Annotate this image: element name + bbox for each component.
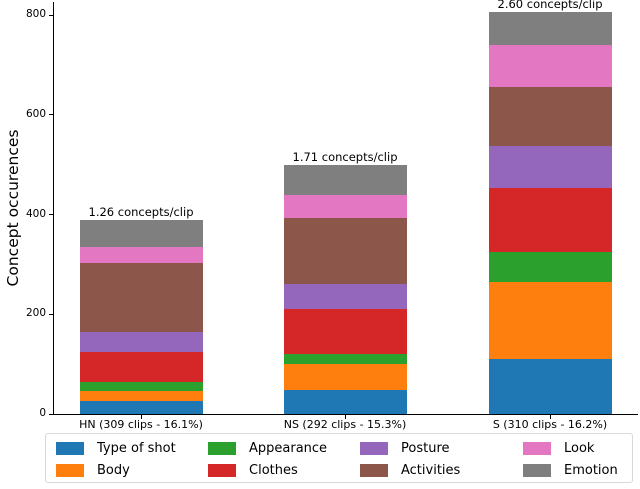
legend-label: Type of shot bbox=[97, 440, 176, 456]
legend-label: Activities bbox=[401, 462, 461, 478]
x-tick-mark bbox=[550, 415, 551, 419]
bar-segment-emotion bbox=[488, 12, 612, 45]
legend-label: Appearance bbox=[249, 440, 328, 456]
bar-segment-appearance bbox=[79, 381, 203, 391]
bar-segment-look bbox=[79, 247, 203, 264]
legend-label: Look bbox=[564, 440, 595, 456]
stacked-bar bbox=[488, 12, 612, 414]
bar-segment-body bbox=[283, 363, 407, 391]
bar-segment-emotion bbox=[79, 220, 203, 248]
bar-annotation: 1.26 concepts/clip bbox=[88, 204, 194, 219]
bar-segment-clothes bbox=[283, 309, 407, 354]
stacked-bar bbox=[283, 165, 407, 414]
bar-segment-appearance bbox=[488, 252, 612, 282]
y-axis-line bbox=[53, 2, 54, 415]
bar-segment-look bbox=[488, 44, 612, 88]
bar-segment-look bbox=[283, 194, 407, 218]
legend-swatch-icon bbox=[56, 463, 84, 477]
legend-label: Body bbox=[97, 462, 130, 478]
legend-swatch-icon bbox=[208, 463, 236, 477]
y-tick-mark bbox=[49, 413, 53, 415]
legend-swatch-icon bbox=[360, 463, 388, 477]
legend-item-look: Look bbox=[523, 437, 632, 459]
legend-item-clothes: Clothes bbox=[208, 459, 360, 481]
legend-swatch-icon bbox=[523, 463, 551, 477]
y-axis-label: Concept occurences bbox=[4, 129, 22, 287]
y-tick-label: 200 bbox=[25, 307, 46, 320]
x-tick-label: NS (292 clips - 15.3%) bbox=[283, 418, 407, 431]
legend: Type of shot Body Appearance Clothes Posture… bbox=[45, 433, 633, 483]
legend-item-posture: Posture bbox=[360, 437, 523, 459]
bar-segment-body bbox=[488, 281, 612, 359]
x-axis-line bbox=[53, 414, 638, 415]
x-tick-mark bbox=[141, 415, 142, 419]
stacked-bar bbox=[79, 220, 203, 414]
legend-label: Emotion bbox=[564, 462, 618, 478]
bar-segment-activities bbox=[488, 87, 612, 146]
bar-segment-posture bbox=[283, 284, 407, 310]
legend-label: Clothes bbox=[249, 462, 298, 478]
y-tick-label: 800 bbox=[25, 8, 46, 20]
y-tick-label: 400 bbox=[25, 207, 46, 220]
legend-swatch-icon bbox=[360, 441, 388, 455]
legend-label: Posture bbox=[401, 440, 450, 456]
bar-annotation: 1.71 concepts/clip bbox=[292, 150, 398, 165]
bar-segment-activities bbox=[283, 217, 407, 285]
y-tick-mark bbox=[49, 313, 53, 315]
y-tick-mark bbox=[49, 14, 53, 16]
bar-segment-body bbox=[79, 390, 203, 401]
y-axis-label-container: Concept occurences bbox=[2, 0, 24, 424]
bar-segment-type-of-shot bbox=[488, 358, 612, 414]
bar-segment-appearance bbox=[283, 353, 407, 364]
bar-segment-type-of-shot bbox=[283, 390, 407, 414]
legend-item-emotion: Emotion bbox=[523, 459, 632, 481]
bar-segment-clothes bbox=[488, 187, 612, 253]
legend-swatch-icon bbox=[523, 441, 551, 455]
legend-swatch-icon bbox=[208, 441, 236, 455]
legend-item-appearance: Appearance bbox=[208, 437, 360, 459]
y-tick-mark bbox=[49, 214, 53, 215]
bar-segment-type-of-shot bbox=[79, 400, 203, 414]
x-tick-label: S (310 clips - 16.2%) bbox=[492, 418, 608, 431]
legend-item-body: Body bbox=[56, 459, 208, 481]
bar-segment-clothes bbox=[79, 352, 203, 382]
y-tick-label: 0 bbox=[39, 407, 46, 419]
bar-annotation: 2.60 concepts/clip bbox=[497, 0, 603, 12]
y-tick-mark bbox=[49, 114, 53, 116]
legend-item-type-of-shot: Type of shot bbox=[56, 437, 208, 459]
bar-segment-posture bbox=[79, 331, 203, 353]
y-tick-label: 600 bbox=[25, 107, 46, 120]
bar-segment-activities bbox=[79, 263, 203, 332]
x-tick-mark bbox=[345, 415, 346, 419]
legend-swatch-icon bbox=[56, 441, 84, 455]
x-tick-label: HN (309 clips - 16.1%) bbox=[79, 418, 203, 431]
legend-item-activities: Activities bbox=[360, 459, 523, 481]
bar-segment-emotion bbox=[283, 165, 407, 195]
bar-segment-posture bbox=[488, 145, 612, 188]
